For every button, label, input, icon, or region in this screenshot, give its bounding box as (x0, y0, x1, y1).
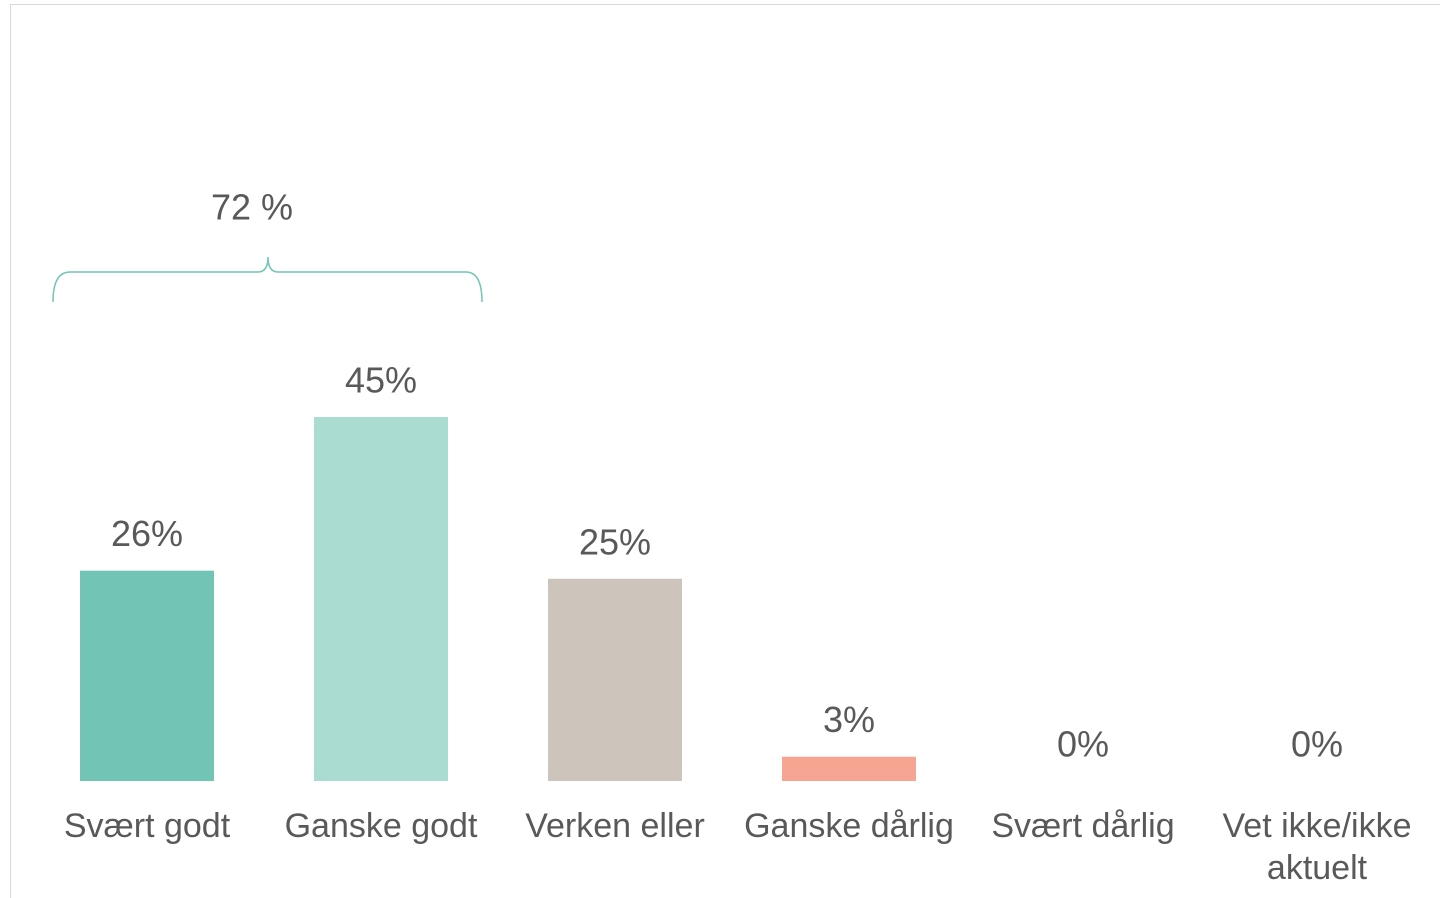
x-tick-label: Ganske godt (284, 807, 478, 845)
annotation: 72 % (211, 187, 293, 228)
bar (80, 570, 214, 781)
value-label: 3% (823, 699, 875, 740)
bar (314, 417, 448, 781)
x-tick-label: Ganske dårlig (744, 807, 954, 845)
brace (52, 256, 483, 303)
x-tick-label: Svært dårlig (991, 807, 1175, 845)
value-label: 26% (111, 513, 183, 554)
bar (782, 756, 916, 781)
bar (548, 578, 682, 781)
value-label: 45% (345, 360, 417, 401)
chart-frame (10, 4, 1440, 898)
x-tick-label: Verken eller (525, 807, 705, 845)
value-label: 0% (1057, 724, 1109, 765)
x-tick-label: Svært godt (63, 807, 231, 845)
x-tick-label: Vet ikke/ikke aktuelt (1222, 807, 1412, 887)
value-label: 25% (579, 521, 651, 562)
value-label: 0% (1291, 724, 1343, 765)
